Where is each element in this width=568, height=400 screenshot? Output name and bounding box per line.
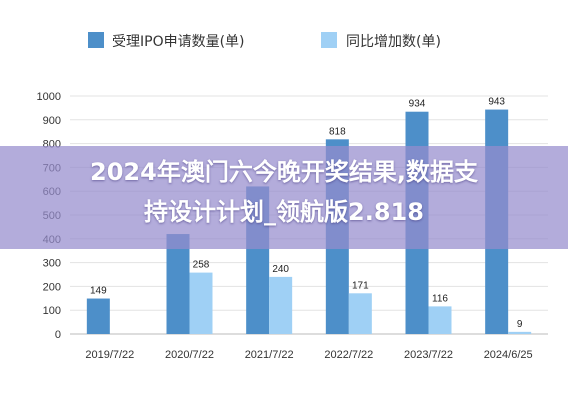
bar-yoy-4 — [428, 306, 452, 334]
data-label: 818 — [329, 126, 346, 137]
bar-yoy-5 — [508, 331, 532, 334]
x-tick-label: 2022/7/22 — [324, 349, 373, 361]
bar-ipo-0 — [86, 298, 110, 334]
bar-yoy-2 — [269, 276, 293, 334]
y-tick-label: 1000 — [37, 91, 61, 103]
legend-swatch-yoy — [321, 32, 337, 48]
bar-ipo-1 — [166, 234, 190, 334]
x-tick-label: 2024/6/25 — [484, 349, 533, 361]
legend-label-ipo: 受理IPO申请数量(单) — [112, 34, 245, 50]
watermark-line-2: 持设计计划_领航版2.818 — [144, 198, 424, 226]
y-tick-label: 100 — [43, 305, 61, 317]
y-tick-label: 0 — [55, 329, 61, 341]
data-labels: 149 258 240 818 171 934 116 943 9 — [90, 97, 523, 330]
watermark-text: 2024年澳门六今晚开奖结果,数据支 持设计计划_领航版2.818 — [0, 152, 568, 232]
data-label: 116 — [432, 293, 448, 304]
x-tick-label: 2020/7/22 — [165, 349, 214, 361]
y-tick-label: 900 — [43, 115, 61, 127]
y-tick-label: 300 — [43, 258, 61, 270]
x-tick-label: 2019/7/22 — [85, 349, 134, 361]
data-label: 240 — [272, 264, 289, 275]
legend-swatch-ipo — [88, 32, 104, 48]
bar-yoy-1 — [189, 272, 213, 334]
y-tick-label: 200 — [43, 281, 61, 293]
watermark-line-1: 2024年澳门六今晚开奖结果,数据支 — [90, 158, 478, 186]
data-label: 149 — [90, 286, 107, 297]
data-label: 258 — [193, 260, 210, 271]
legend: 受理IPO申请数量(单) 同比增加数(单) — [88, 32, 441, 50]
data-label: 171 — [352, 280, 369, 291]
data-label: 934 — [409, 99, 426, 110]
data-label: 9 — [517, 319, 523, 330]
data-label: 943 — [488, 97, 505, 108]
watermark-banner — [0, 146, 568, 249]
x-tick-label: 2023/7/22 — [404, 349, 453, 361]
legend-label-yoy: 同比增加数(单) — [346, 34, 441, 50]
x-axis-ticks: 2019/7/22 2020/7/22 2021/7/22 2022/7/22 2023… — [85, 349, 532, 361]
bar-yoy-3 — [348, 293, 372, 334]
x-tick-label: 2021/7/22 — [245, 349, 294, 361]
